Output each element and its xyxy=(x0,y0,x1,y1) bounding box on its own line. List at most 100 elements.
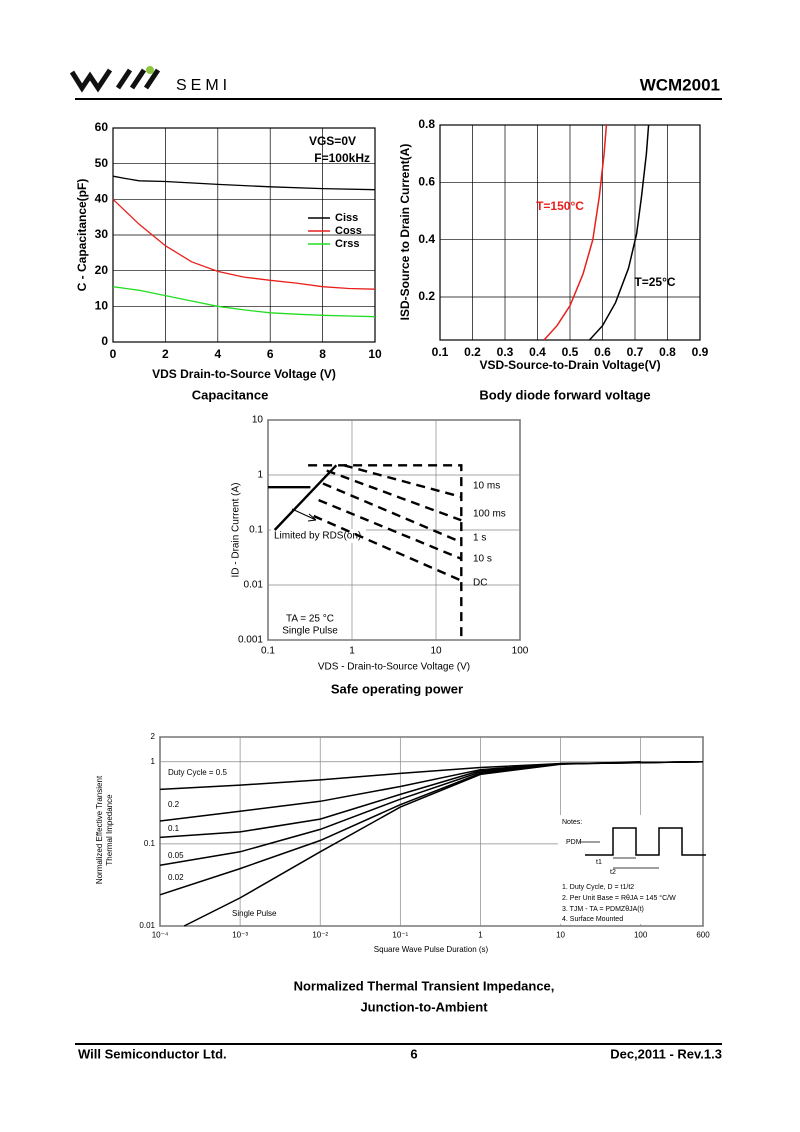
y-axis-label: C - Capacitance(pF) xyxy=(75,179,89,292)
x-tick-label: 0.3 xyxy=(497,345,514,359)
pulse-waveform xyxy=(585,827,706,856)
annotation: 1. Duty Cycle, D = t1/t2 xyxy=(562,884,634,891)
y-tick-label: 0.1 xyxy=(144,839,156,848)
chart: 0 2 4 6 8 10 0 10 20 30 40 50 60 VDS Drain-to-Source … xyxy=(75,120,382,402)
x-tick-label: 10⁻² xyxy=(312,930,328,939)
series-label: 0.1 xyxy=(168,824,180,833)
x-tick-label: 600 xyxy=(696,930,710,939)
x-tick-label: 1 xyxy=(478,930,483,939)
part-number: WCM2001 xyxy=(640,75,720,94)
y-tick-label: 60 xyxy=(95,120,109,134)
annotation: PDM xyxy=(566,839,582,846)
footer-page: 6 xyxy=(410,1046,417,1061)
annotation: TA = 25 °C xyxy=(286,614,334,625)
y-tick-label: 0.6 xyxy=(418,175,435,189)
x-tick-label: 2 xyxy=(162,347,169,361)
series-line xyxy=(112,286,376,318)
y-tick-label: 0.01 xyxy=(139,921,155,930)
legend-label: Crss xyxy=(335,238,359,250)
chart: 0.1 0.2 0.3 0.4 0.5 0.6 0.7 0.8 0.90.20.40.60.8V… xyxy=(398,117,708,402)
series-label: 1 s xyxy=(473,533,486,544)
y-tick-label: 10 xyxy=(252,415,264,426)
y-axis-label: ISD-Source to Drain Current(A) xyxy=(398,144,412,321)
series-label: Duty Cycle = 0.5 xyxy=(168,768,227,777)
series-label: 0.05 xyxy=(168,851,184,860)
chart-title: Capacitance xyxy=(192,387,269,402)
x-tick-label: 0.2 xyxy=(464,345,481,359)
annotation: F=100kHz xyxy=(314,151,370,165)
x-tick-label: 10⁻³ xyxy=(232,930,248,939)
series-line xyxy=(112,175,376,191)
notes-box xyxy=(558,815,702,924)
x-tick-label: 100 xyxy=(634,930,648,939)
series-label: DC xyxy=(473,578,487,589)
x-tick-label: 4 xyxy=(214,347,221,361)
x-tick-label: 8 xyxy=(319,347,326,361)
dimension-lines xyxy=(580,841,659,869)
y-axis-label: Thermal Impedance xyxy=(105,794,114,866)
arrow xyxy=(291,508,317,522)
series-label: 10 ms xyxy=(473,481,500,492)
series-line xyxy=(112,198,376,290)
x-tick-label: 10 xyxy=(368,347,382,361)
series-label: Limited by RDS(on) xyxy=(274,531,361,542)
x-tick-label: 0.7 xyxy=(627,345,644,359)
x-tick-label: 10 xyxy=(556,930,565,939)
series-label: 0.02 xyxy=(168,873,184,882)
y-tick-label: 50 xyxy=(95,156,109,170)
footer-company: Will Semiconductor Ltd. xyxy=(78,1046,227,1061)
x-tick-label: 0.9 xyxy=(692,345,709,359)
chart: 10⁻⁴ 10⁻³ 10⁻² 10⁻¹ 1 10 100 600 0.01 0.1 1 2 Square… xyxy=(95,732,710,1014)
x-tick-label: 10⁻⁴ xyxy=(152,930,169,939)
annotation: 3. TJM - TA = PDMZθJA(t) xyxy=(562,906,644,913)
series-label: 0.2 xyxy=(168,800,180,809)
x-tick-label: 0.4 xyxy=(529,345,546,359)
x-tick-label: 0.6 xyxy=(594,345,611,359)
logo xyxy=(69,66,161,93)
y-tick-label: 0.8 xyxy=(418,117,435,131)
y-tick-label: 0.1 xyxy=(249,525,263,536)
logo-text: SEMI xyxy=(176,77,231,94)
x-tick-label: 10⁻¹ xyxy=(392,930,408,939)
annotation: 4. Surface Mounted xyxy=(562,916,623,923)
y-tick-label: 0 xyxy=(101,334,108,348)
series-line xyxy=(588,124,650,341)
annotation: t2 xyxy=(610,869,616,876)
x-axis-label: VDS - Drain-to-Source Voltage (V) xyxy=(318,662,470,673)
series-label: T=150°C xyxy=(536,199,584,213)
y-tick-label: 1 xyxy=(257,470,263,481)
series-line xyxy=(183,760,641,927)
chart-title: Junction-to-Ambient xyxy=(360,999,488,1014)
series-line xyxy=(318,498,462,560)
series-line xyxy=(308,464,463,640)
logo-mark xyxy=(115,68,161,90)
annotation: 2. Per Unit Base = RθJA = 145 °C/W xyxy=(562,894,676,902)
label-bg xyxy=(271,529,366,543)
series-line xyxy=(273,464,338,531)
x-tick-label: 0.5 xyxy=(562,345,579,359)
y-axis-label: Normalized Effective Transient xyxy=(95,775,104,884)
y-tick-label: 2 xyxy=(151,732,156,741)
logo-mark xyxy=(69,68,113,93)
x-tick-label: 100 xyxy=(512,646,529,657)
y-tick-label: 1 xyxy=(151,757,156,766)
y-tick-label: 20 xyxy=(95,263,109,277)
chart-title: Normalized Thermal Transient Impedance, xyxy=(294,978,555,993)
y-tick-label: 0.2 xyxy=(418,289,435,303)
logo-dot xyxy=(146,66,154,74)
annotation: Notes: xyxy=(562,819,582,826)
series-line xyxy=(313,514,462,582)
legend-label: Ciss xyxy=(335,212,358,224)
chart: 0.1 1 10 100 0.001 0.01 0.1 1 10 VDS - Drain-to-S… xyxy=(231,415,529,697)
chart-title: Safe operating power xyxy=(331,681,463,696)
series-line xyxy=(543,124,608,341)
x-axis-label: Square Wave Pulse Duration (s) xyxy=(374,945,489,954)
annotation: t1 xyxy=(596,859,602,866)
note-box xyxy=(271,607,349,638)
x-tick-label: 0.8 xyxy=(659,345,676,359)
footer-revision: Dec,2011 - Rev.1.3 xyxy=(610,1046,722,1061)
y-axis-label: ID - Drain Current (A) xyxy=(231,482,242,577)
series-line xyxy=(326,469,462,522)
y-tick-label: 10 xyxy=(95,299,109,313)
